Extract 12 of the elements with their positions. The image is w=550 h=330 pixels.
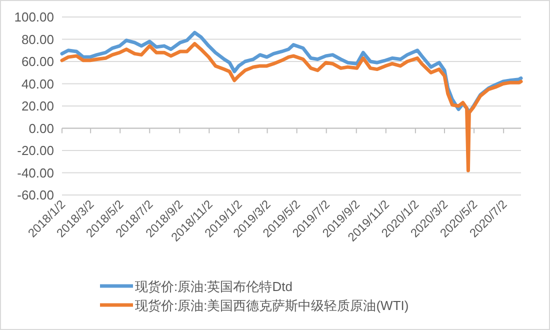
y-tick-label: -60.00 [17, 188, 54, 202]
y-tick-label: 80.00 [21, 32, 54, 47]
y-tick-label: 0.00 [28, 120, 54, 136]
y-tick-label: -20.00 [17, 143, 54, 158]
legend-label: 现货价:原油:美国西德克萨斯中级轻质原油(WTI) [135, 298, 409, 313]
y-tick-label: 100.00 [14, 10, 54, 24]
legend-label: 现货价:原油:英国布伦特Dtd [135, 279, 292, 294]
y-tick-label: 40.00 [21, 76, 54, 92]
line-series [60, 42, 523, 172]
y-tick-label: 20.00 [21, 98, 54, 114]
y-tick-label: 60.00 [21, 54, 54, 69]
y-tick-label: -40.00 [17, 165, 54, 180]
